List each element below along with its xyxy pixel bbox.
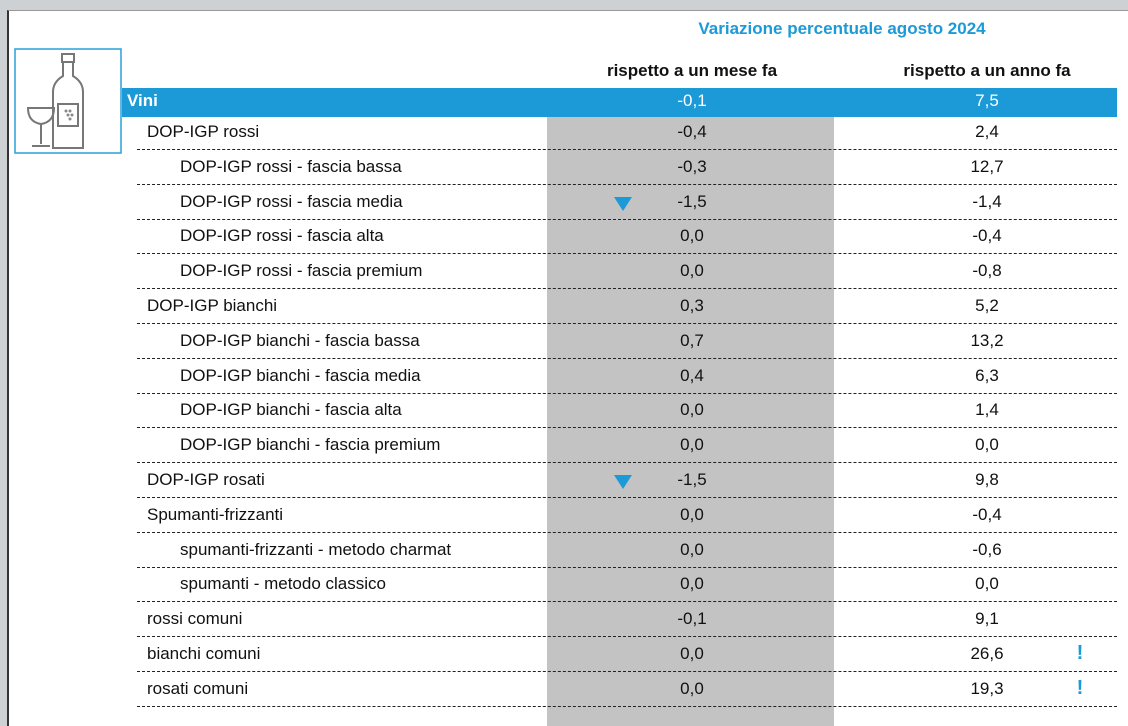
year-value: 12,7 <box>970 156 1004 176</box>
year-value: 0,0 <box>975 574 999 594</box>
row-label: DOP-IGP bianchi - fascia media <box>180 365 421 385</box>
year-value: 7,5 <box>975 91 999 110</box>
row-divider <box>137 531 1117 533</box>
row-divider <box>137 427 1117 429</box>
row-divider <box>137 566 1117 568</box>
year-value: 9,1 <box>975 609 999 629</box>
year-value: -0,4 <box>972 504 1002 524</box>
month-value: 0,4 <box>680 365 704 385</box>
down-arrow <box>614 196 632 211</box>
year-value: 1,4 <box>975 400 999 420</box>
row-divider <box>137 601 1117 603</box>
month-value: 0,0 <box>680 504 704 524</box>
header-title: Variazione percentuale agosto 2024 <box>698 19 986 38</box>
down-arrow <box>614 475 632 489</box>
row-divider <box>137 149 1117 150</box>
row-divider <box>137 357 1117 359</box>
row-label: DOP-IGP rossi - fascia alta <box>180 226 384 246</box>
month-value: 0,0 <box>680 400 704 420</box>
month-value: 0,3 <box>680 296 704 315</box>
row-label: DOP-IGP bianchi - fascia bassa <box>180 330 420 350</box>
year-value: 0,0 <box>975 435 999 455</box>
month-value: -0,3 <box>677 156 707 176</box>
month-value: 0,0 <box>680 226 704 246</box>
month-value: -0,1 <box>677 91 707 110</box>
alert: ! <box>1076 642 1084 664</box>
row-label: rossi comuni <box>147 609 243 629</box>
row-label: DOP-IGP bianchi - fascia premium <box>180 435 441 455</box>
year-value: 13,2 <box>970 330 1004 350</box>
month-value: 0,7 <box>680 330 704 350</box>
year-value: -0,4 <box>972 226 1002 246</box>
month-value: 0,0 <box>680 678 704 698</box>
column-header: rispetto a un mese fa <box>606 61 778 80</box>
panel: Variazione percentuale agosto 2024 rispe… <box>7 10 1128 726</box>
highlight-row <box>122 88 1117 117</box>
row-divider <box>137 636 1117 638</box>
row-label: spumanti - metodo classico <box>180 574 386 594</box>
gray-column <box>547 116 834 726</box>
row-label: Spumanti-frizzanti <box>147 504 284 524</box>
row-label: DOP-IGP bianchi - fascia alta <box>180 400 402 420</box>
row-label: rosati comuni <box>147 678 249 698</box>
wine-icon <box>14 48 122 154</box>
row-divider <box>137 671 1117 672</box>
row-label: DOP-IGP rosati <box>147 470 265 489</box>
row-label: DOP-IGP rossi - fascia premium <box>180 261 423 281</box>
year-value: -0,8 <box>972 261 1002 281</box>
row-label: DOP-IGP rossi - fascia media <box>180 191 403 211</box>
row-divider <box>137 218 1117 220</box>
row-label: bianchi comuni <box>147 644 261 663</box>
row-label: DOP-IGP bianchi <box>147 296 278 315</box>
year-value: 26,6 <box>970 644 1004 663</box>
row-divider <box>137 705 1117 707</box>
year-value: 2,4 <box>975 122 999 141</box>
row-divider <box>137 392 1117 394</box>
month-value: -1,5 <box>677 470 707 489</box>
column-header: rispetto a un anno fa <box>903 61 1071 80</box>
row-divider <box>137 323 1117 324</box>
month-value: -0,1 <box>677 609 707 629</box>
row-label: Vini <box>127 91 158 110</box>
row-divider <box>137 497 1117 498</box>
row-divider <box>137 183 1117 185</box>
year-value: 19,3 <box>970 678 1004 698</box>
row-label: DOP-IGP rossi - fascia bassa <box>180 156 402 176</box>
row-label: spumanti-frizzanti - metodo charmat <box>180 539 452 559</box>
year-value: -0,6 <box>972 539 1002 559</box>
month-value: 0,0 <box>680 644 704 663</box>
month-value: -1,5 <box>677 191 707 211</box>
year-value: 9,8 <box>975 470 999 489</box>
row-label: DOP-IGP rossi <box>147 122 260 141</box>
alert: ! <box>1076 676 1084 699</box>
year-value: -1,4 <box>972 191 1002 211</box>
month-value: 0,0 <box>680 261 704 281</box>
month-value: 0,0 <box>680 539 704 559</box>
year-value: 5,2 <box>975 296 999 315</box>
row-divider <box>137 253 1117 255</box>
month-value: 0,0 <box>680 435 704 455</box>
year-value: 6,3 <box>975 365 999 385</box>
month-value: 0,0 <box>680 574 704 594</box>
row-divider <box>137 288 1117 290</box>
month-value: -0,4 <box>677 122 707 141</box>
row-divider <box>137 462 1117 464</box>
